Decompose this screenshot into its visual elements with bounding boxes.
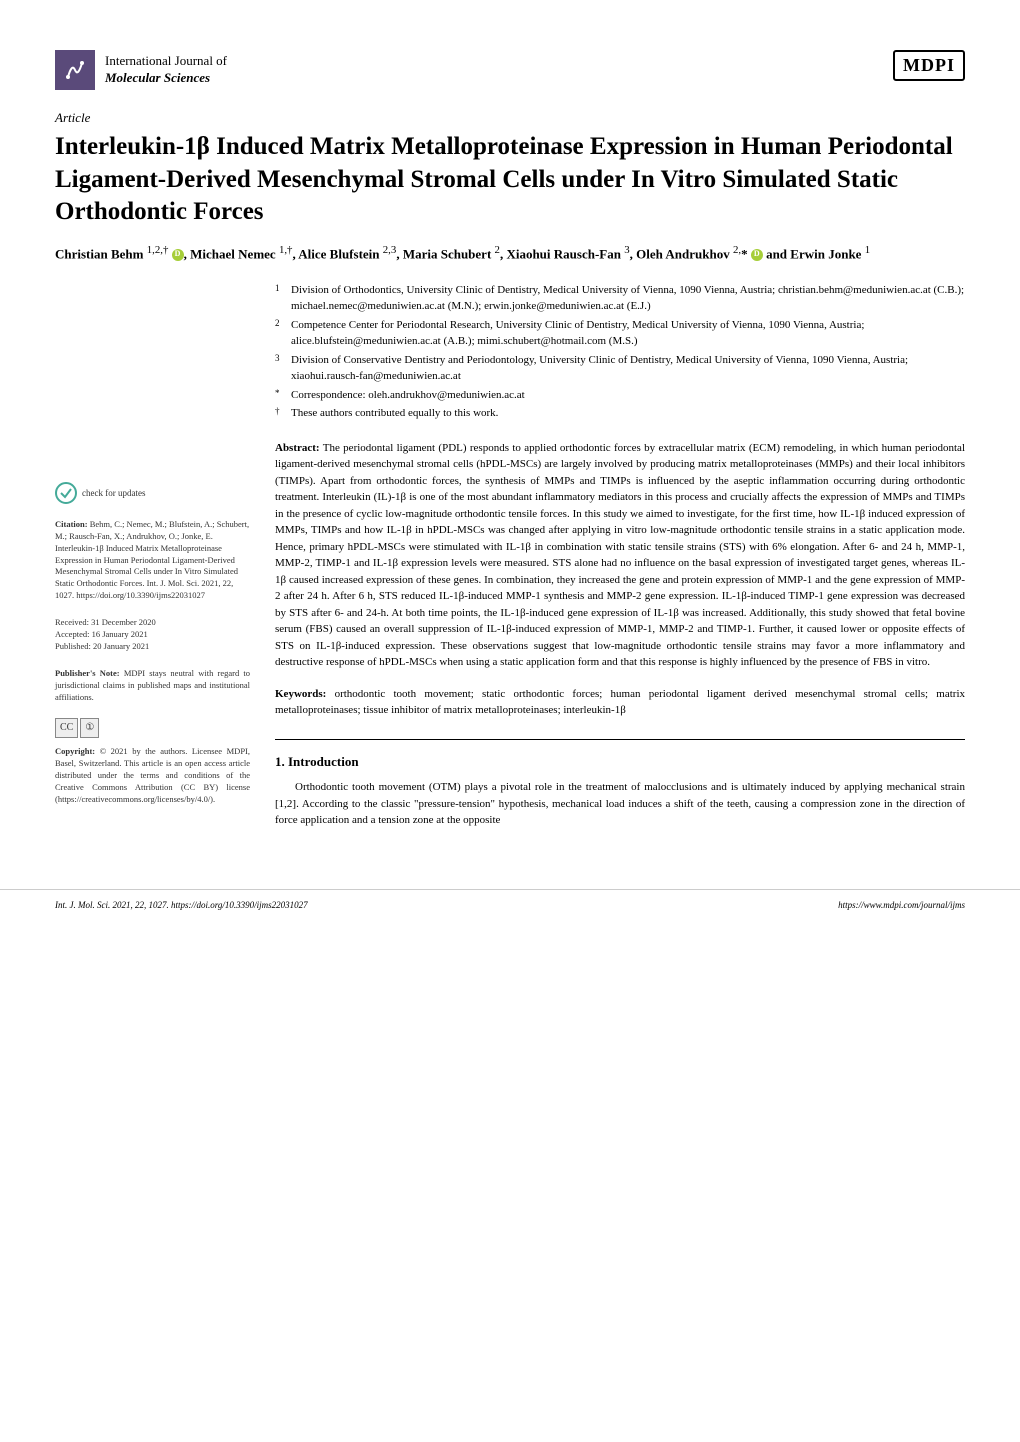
orcid-icon <box>751 249 763 261</box>
journal-name-line2: Molecular Sciences <box>105 70 227 87</box>
affiliation-item: *Correspondence: oleh.andrukhov@meduniwi… <box>275 387 965 404</box>
affiliation-item: 1Division of Orthodontics, University Cl… <box>275 282 965 315</box>
authors-line: Christian Behm 1,2,† , Michael Nemec 1,†… <box>55 244 965 262</box>
journal-name: International Journal of Molecular Scien… <box>105 53 227 87</box>
keywords-section: Keywords: orthodontic tooth movement; st… <box>275 686 965 719</box>
dates-block: Received: 31 December 2020 Accepted: 16 … <box>55 617 250 653</box>
copyright-label: Copyright: <box>55 746 95 756</box>
received-date: Received: 31 December 2020 <box>55 617 250 629</box>
affiliation-item: †These authors contributed equally to th… <box>275 405 965 422</box>
section-heading: 1. Introduction <box>275 752 965 772</box>
check-updates[interactable]: check for updates <box>55 482 250 504</box>
affiliation-item: 3Division of Conservative Dentistry and … <box>275 352 965 385</box>
abstract-text: The periodontal ligament (PDL) responds … <box>275 442 965 669</box>
accepted-date: Accepted: 16 January 2021 <box>55 629 250 641</box>
copyright-block: Copyright: © 2021 by the authors. Licens… <box>55 746 250 805</box>
sidebar: check for updates Citation: Behm, C.; Ne… <box>55 282 250 829</box>
article-title: Interleukin-1β Induced Matrix Metallopro… <box>55 131 965 229</box>
journal-name-line1: International Journal of <box>105 53 227 70</box>
citation-text: Behm, C.; Nemec, M.; Blufstein, A.; Schu… <box>55 519 249 600</box>
by-icon: ① <box>80 718 99 738</box>
affiliation-item: 2Competence Center for Periodontal Resea… <box>275 317 965 350</box>
section-divider <box>275 739 965 740</box>
publisher-note-block: Publisher's Note: MDPI stays neutral wit… <box>55 668 250 704</box>
cc-icon: CC <box>55 718 78 738</box>
published-date: Published: 20 January 2021 <box>55 641 250 653</box>
footer-right: https://www.mdpi.com/journal/ijms <box>838 900 965 910</box>
publisher-note-label: Publisher's Note: <box>55 668 120 678</box>
citation-block: Citation: Behm, C.; Nemec, M.; Blufstein… <box>55 519 250 602</box>
abstract-label: Abstract: <box>275 442 320 454</box>
body-paragraph: Orthodontic tooth movement (OTM) plays a… <box>275 779 965 829</box>
keywords-text: orthodontic tooth movement; static ortho… <box>275 688 965 717</box>
keywords-label: Keywords: <box>275 688 326 700</box>
footer: Int. J. Mol. Sci. 2021, 22, 1027. https:… <box>0 889 1020 930</box>
journal-logo-icon <box>55 50 95 90</box>
article-type: Article <box>55 110 965 126</box>
orcid-icon <box>172 249 184 261</box>
check-updates-icon <box>55 482 77 504</box>
citation-label: Citation: <box>55 519 88 529</box>
journal-brand: International Journal of Molecular Scien… <box>55 50 227 90</box>
abstract-section: Abstract: The periodontal ligament (PDL)… <box>275 440 965 671</box>
header: International Journal of Molecular Scien… <box>55 50 965 90</box>
main-content: 1Division of Orthodontics, University Cl… <box>275 282 965 829</box>
cc-license-icon: CC ① <box>55 718 250 738</box>
publisher-logo: MDPI <box>893 50 965 81</box>
footer-left: Int. J. Mol. Sci. 2021, 22, 1027. https:… <box>55 900 308 910</box>
check-updates-label: check for updates <box>82 487 145 500</box>
affiliations: 1Division of Orthodontics, University Cl… <box>275 282 965 422</box>
